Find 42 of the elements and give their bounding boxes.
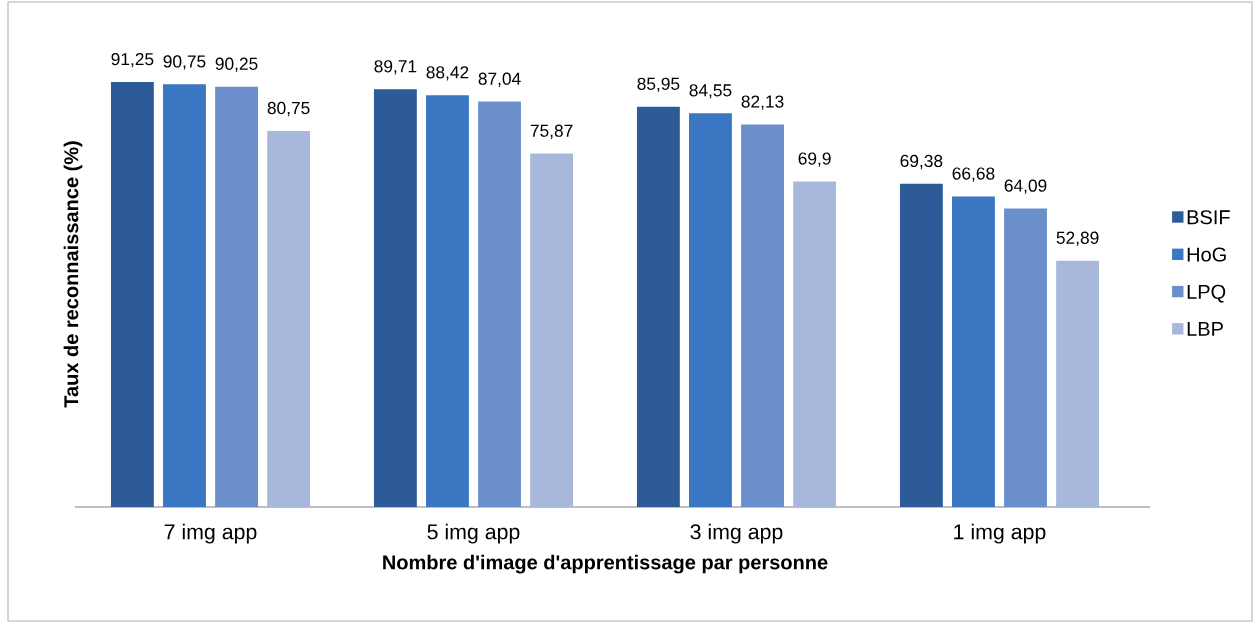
data-label: 85,95 (637, 77, 680, 92)
bar (110, 81, 154, 507)
bar (689, 113, 732, 507)
legend-label: LBP (1187, 322, 1223, 336)
bar (793, 181, 837, 507)
bar (1004, 208, 1047, 507)
data-label: 88,42 (426, 66, 469, 81)
x-tick-label: 5 img app (427, 523, 520, 544)
bar (267, 130, 311, 507)
data-label: 52,89 (1056, 231, 1099, 246)
data-label: 80,75 (267, 101, 310, 117)
bar (899, 183, 943, 507)
bar (426, 95, 469, 507)
x-axis-title: Nombre d'image d'apprentissage par personne (383, 554, 828, 574)
data-label: 91,25 (111, 52, 154, 68)
bar (215, 86, 258, 507)
data-label: 87,04 (478, 72, 521, 87)
bar (741, 124, 784, 507)
x-tick-label: 7 img app (164, 523, 257, 544)
bar (636, 106, 680, 507)
bar (1056, 260, 1100, 507)
data-label: 82,13 (741, 95, 784, 110)
legend-label: HoG (1187, 247, 1226, 262)
bar (373, 89, 417, 507)
data-label: 90,75 (163, 55, 206, 70)
bar (478, 101, 521, 507)
data-label: 75,87 (530, 124, 573, 139)
x-tick-label: 3 img app (690, 523, 783, 544)
data-label: 69,9 (798, 152, 831, 167)
data-label: 90,25 (215, 57, 258, 72)
data-label: 66,68 (952, 167, 995, 182)
legend-label: LPQ (1187, 284, 1226, 303)
data-label: 89,71 (374, 60, 417, 75)
data-label: 69,38 (900, 154, 943, 170)
bar (530, 153, 574, 507)
data-label: 84,55 (689, 84, 732, 99)
x-tick-label: 1 img app (954, 523, 1046, 544)
data-label: 64,09 (1004, 179, 1047, 194)
bar (163, 84, 206, 507)
bar (952, 196, 995, 507)
y-axis-title: Taux de reconnaissance (%) (63, 141, 83, 408)
legend-label: BSIF (1187, 210, 1230, 225)
